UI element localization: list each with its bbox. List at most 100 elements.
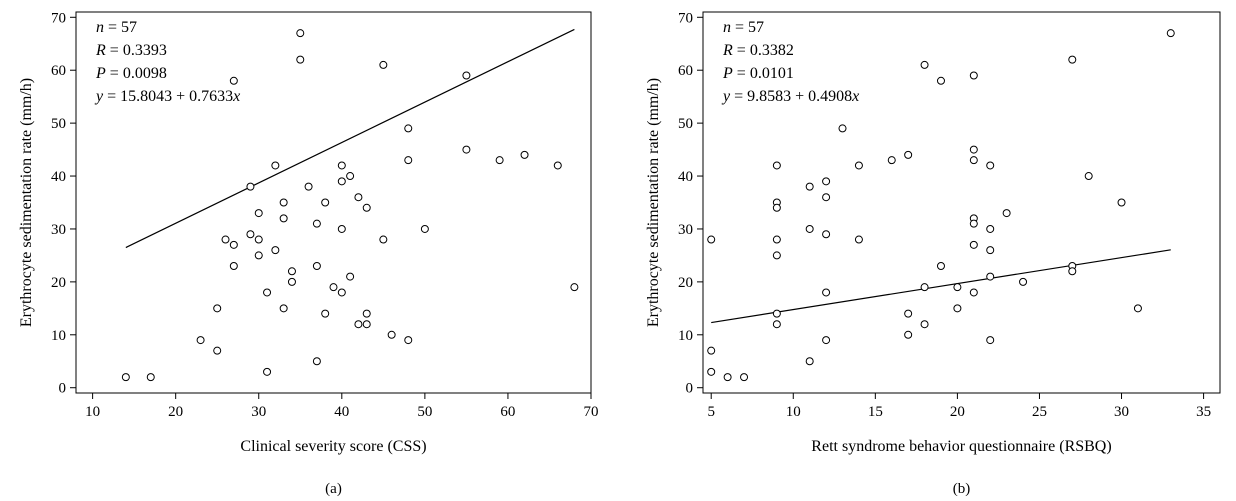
panel-a: 10 20 30 40 50 60 70 0 10 20 30 40 50 60 70 Clinical se… <box>18 10 599 497</box>
data-point <box>222 236 229 243</box>
data-point <box>230 77 237 84</box>
data-point <box>338 225 345 232</box>
data-point <box>970 289 977 296</box>
y-tick-label: 40 <box>678 169 693 185</box>
x-tick-label: 10 <box>786 404 801 420</box>
x-tick-label: 30 <box>1114 404 1129 420</box>
data-point <box>921 61 928 68</box>
x-tick-label: 60 <box>500 404 515 420</box>
data-point <box>1069 56 1076 63</box>
data-point <box>313 358 320 365</box>
data-point <box>708 368 715 375</box>
data-point <box>937 263 944 270</box>
data-point <box>773 252 780 259</box>
x-tick-label: 20 <box>168 404 183 420</box>
y-tick-label: 30 <box>678 222 693 238</box>
data-point <box>421 225 428 232</box>
data-point <box>773 321 780 328</box>
x-tick-label: 30 <box>251 404 266 420</box>
data-point <box>1118 199 1125 206</box>
data-point <box>297 30 304 37</box>
x-tick-label: 50 <box>417 404 432 420</box>
data-point <box>280 199 287 206</box>
data-point <box>1020 278 1027 285</box>
data-point <box>247 231 254 238</box>
x-tick-label: 5 <box>707 404 715 420</box>
data-point <box>905 151 912 158</box>
data-point <box>322 310 329 317</box>
y-tick-label: 20 <box>678 275 693 291</box>
x-tick-label: 40 <box>334 404 349 420</box>
data-point <box>987 225 994 232</box>
data-point <box>571 284 578 291</box>
data-point <box>363 321 370 328</box>
data-point <box>987 162 994 169</box>
x-tick-label: 35 <box>1196 404 1211 420</box>
data-point <box>463 146 470 153</box>
data-point <box>496 157 503 164</box>
data-point <box>338 162 345 169</box>
data-point <box>363 310 370 317</box>
y-tick-label: 70 <box>51 10 66 26</box>
data-point <box>388 331 395 338</box>
data-point <box>937 77 944 84</box>
x-axis-title: Rett syndrome behavior questionnaire (RS… <box>811 438 1111 455</box>
data-point <box>338 178 345 185</box>
data-point <box>521 151 528 158</box>
data-point <box>823 231 830 238</box>
data-point <box>305 183 312 190</box>
data-point <box>347 273 354 280</box>
data-point <box>214 305 221 312</box>
data-point <box>322 199 329 206</box>
data-point <box>405 337 412 344</box>
data-point <box>855 162 862 169</box>
x-tick-label: 15 <box>868 404 883 420</box>
data-point <box>1134 305 1141 312</box>
data-point <box>1003 210 1010 217</box>
y-tick-label: 50 <box>51 116 66 132</box>
data-point <box>823 337 830 344</box>
data-point <box>823 194 830 201</box>
y-tick-label: 0 <box>686 381 694 397</box>
stat-n: n = 57 <box>96 19 137 36</box>
data-point <box>264 289 271 296</box>
data-point <box>405 157 412 164</box>
data-point <box>380 236 387 243</box>
data-point <box>355 321 362 328</box>
data-point <box>197 337 204 344</box>
stat-n: n = 57 <box>723 19 764 36</box>
data-point <box>888 157 895 164</box>
y-tick-label: 10 <box>51 328 66 344</box>
x-tick-label: 20 <box>950 404 965 420</box>
data-point <box>1085 173 1092 180</box>
y-tick-label: 50 <box>678 116 693 132</box>
data-point <box>272 247 279 254</box>
data-point <box>313 263 320 270</box>
data-point <box>338 289 345 296</box>
data-point <box>839 125 846 132</box>
data-point <box>970 146 977 153</box>
y-tick-label: 20 <box>51 275 66 291</box>
panel-label: (b) <box>953 481 971 497</box>
data-point <box>255 210 262 217</box>
data-point <box>247 183 254 190</box>
data-point <box>905 331 912 338</box>
data-point <box>554 162 561 169</box>
y-tick-label: 70 <box>678 10 693 26</box>
data-point <box>921 321 928 328</box>
data-point <box>905 310 912 317</box>
data-point <box>288 268 295 275</box>
data-point <box>405 125 412 132</box>
data-point <box>987 337 994 344</box>
data-point <box>347 173 354 180</box>
x-tick-label: 70 <box>584 404 599 420</box>
stat-R: R = 0.3382 <box>722 42 794 59</box>
data-point <box>806 225 813 232</box>
data-point <box>230 241 237 248</box>
stat-P: P = 0.0098 <box>95 65 167 82</box>
data-point <box>823 178 830 185</box>
data-point <box>463 72 470 79</box>
data-point <box>363 204 370 211</box>
data-point <box>921 284 928 291</box>
